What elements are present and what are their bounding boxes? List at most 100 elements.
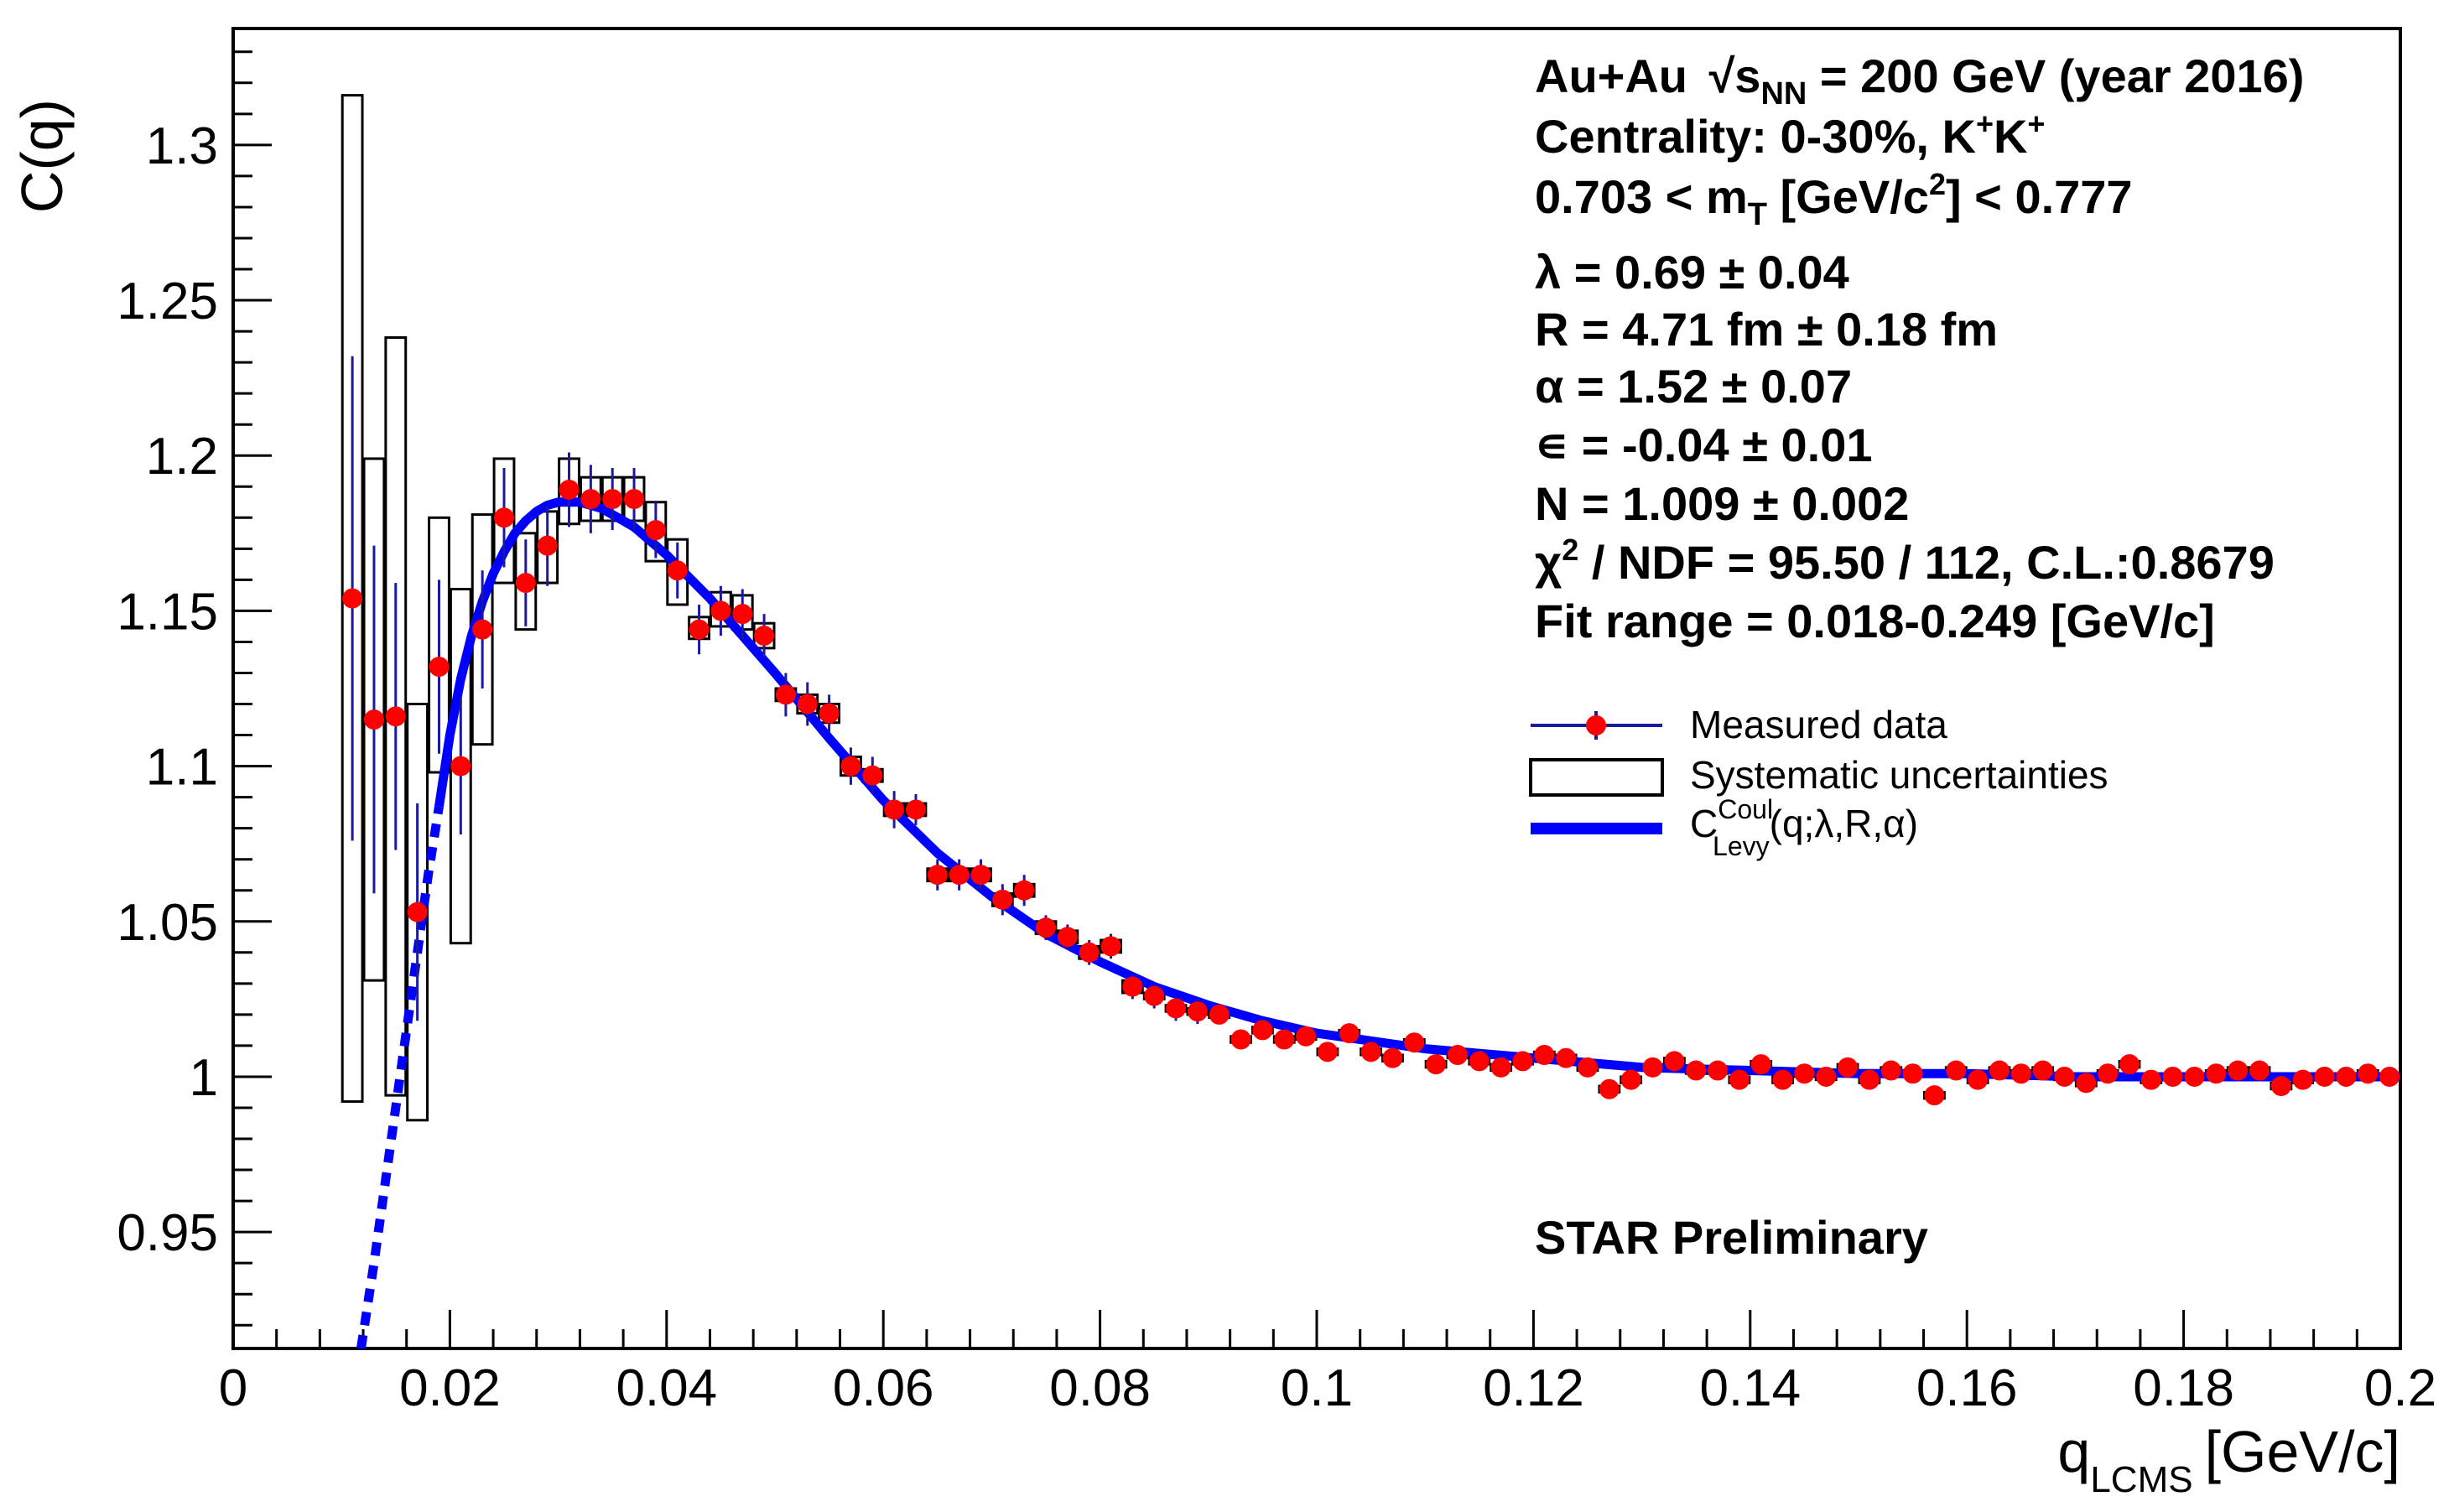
y-tick-label: 1.1	[146, 739, 218, 797]
x-tick-label: 0.16	[1916, 1359, 2018, 1417]
data-point	[2032, 1060, 2053, 1081]
data-point	[1339, 1023, 1360, 1044]
data-point	[1556, 1047, 1577, 1068]
data-point	[949, 865, 970, 886]
data-point	[2379, 1066, 2400, 1087]
y-tick-label: 1.25	[117, 273, 218, 330]
data-point	[407, 901, 428, 922]
y-tick-label: 0.95	[117, 1204, 218, 1262]
data-point	[2228, 1060, 2249, 1081]
x-tick-label: 0.2	[2364, 1359, 2436, 1417]
chi2-line: χ2 / NDF = 95.50 / 112, C.L.:0.8679	[1535, 533, 2275, 589]
legend-data-label: Measured data	[1690, 703, 1947, 746]
data-point	[363, 709, 384, 730]
y-tick-label: 1.05	[117, 894, 218, 952]
data-point	[429, 657, 450, 678]
data-point	[797, 694, 818, 714]
data-point	[2314, 1066, 2335, 1087]
data-point	[1036, 917, 1056, 938]
data-point	[2054, 1066, 2075, 1087]
data-point	[1317, 1042, 1338, 1063]
data-point	[450, 756, 471, 777]
y-tick-label: 1.15	[117, 583, 218, 641]
data-point	[1902, 1063, 1923, 1084]
data-point	[905, 799, 926, 820]
x-tick-label: 0.04	[616, 1359, 717, 1417]
lambda-line: λ = 0.69 ± 0.04	[1535, 246, 1849, 299]
x-axis-label: qLCMS [GeV/c]	[2057, 1419, 2400, 1500]
x-tick-label: 0.12	[1483, 1359, 1584, 1417]
data-point	[1880, 1060, 1901, 1081]
fit-range-line: Fit range = 0.018-0.249 [GeV/c]	[1535, 595, 2215, 647]
data-point	[1230, 1029, 1251, 1050]
data-point	[1859, 1069, 1880, 1090]
data-point	[472, 619, 493, 640]
data-point	[1187, 1001, 1208, 1022]
data-point	[1794, 1063, 1815, 1084]
x-tick-label: 0.14	[1699, 1359, 1801, 1417]
data-point	[1404, 1032, 1425, 1053]
data-point	[1360, 1042, 1381, 1063]
data-point	[494, 507, 514, 528]
data-point	[2184, 1066, 2205, 1087]
data-point	[1382, 1047, 1403, 1068]
data-point	[1100, 936, 1121, 957]
data-point	[645, 520, 666, 541]
y-tick-label: 1	[190, 1049, 218, 1107]
legend-fit-label: CCoul Levy(q;λ,R,α)	[1690, 794, 1918, 861]
data-point	[1816, 1066, 1837, 1087]
data-point	[1968, 1069, 1989, 1090]
data-point	[1166, 998, 1187, 1019]
data-point	[537, 535, 558, 556]
data-point	[2162, 1066, 2183, 1087]
data-point	[1209, 1004, 1230, 1025]
data-point	[992, 889, 1013, 910]
epsilon-line: ∊ = -0.04 ± 0.01	[1535, 418, 1873, 471]
data-point	[1750, 1054, 1771, 1075]
x-tick-label: 0.18	[2133, 1359, 2234, 1417]
data-point	[2336, 1066, 2357, 1087]
data-point	[342, 588, 363, 609]
data-point	[1838, 1057, 1859, 1078]
syst-box	[492, 457, 516, 585]
data-points	[342, 356, 2400, 1106]
data-point	[515, 573, 536, 594]
data-point	[2249, 1060, 2270, 1081]
data-point	[2358, 1063, 2379, 1084]
data-point	[970, 865, 991, 886]
data-point	[1079, 942, 1100, 963]
data-point	[1252, 1020, 1273, 1041]
data-point	[559, 479, 580, 500]
data-point	[1534, 1045, 1555, 1066]
data-point	[927, 865, 948, 886]
data-point	[819, 703, 840, 724]
data-point	[1620, 1069, 1641, 1090]
data-point	[1599, 1078, 1620, 1099]
data-point	[1057, 927, 1078, 948]
data-point	[1946, 1060, 1967, 1081]
data-point	[2076, 1073, 2097, 1094]
data-point	[667, 560, 688, 581]
data-point	[1664, 1051, 1685, 1072]
data-point	[2292, 1069, 2313, 1090]
title-line: Au+Au √sNN = 200 GeV (year 2016)	[1535, 49, 2304, 112]
y-axis-label: C(q)	[9, 99, 75, 213]
data-point	[862, 765, 883, 786]
data-point	[1490, 1057, 1511, 1078]
fit-curve-dashed	[356, 805, 444, 1349]
data-point	[1296, 1026, 1317, 1047]
plot-frame	[231, 27, 2402, 1350]
info-box: Au+Au √sNN = 200 GeV (year 2016) Central…	[1535, 49, 2304, 647]
radius-line: R = 4.71 fm ± 0.18 fm	[1535, 303, 1998, 356]
data-point	[1447, 1045, 1468, 1066]
x-tick-label: 0.02	[399, 1359, 501, 1417]
x-tick-label: 0.1	[1281, 1359, 1353, 1417]
axes: 0 0.02 0.04 0.06 0.08 0.1 0.12 0.14 0.16 0.18 0.2 0…	[117, 27, 2436, 1417]
data-point	[2206, 1063, 2227, 1084]
data-point	[840, 756, 861, 777]
data-point	[1708, 1060, 1729, 1081]
star-preliminary-label: STAR Preliminary	[1535, 1211, 1928, 1264]
data-point	[2010, 1063, 2031, 1084]
data-point	[754, 626, 775, 647]
syst-box	[514, 532, 538, 631]
